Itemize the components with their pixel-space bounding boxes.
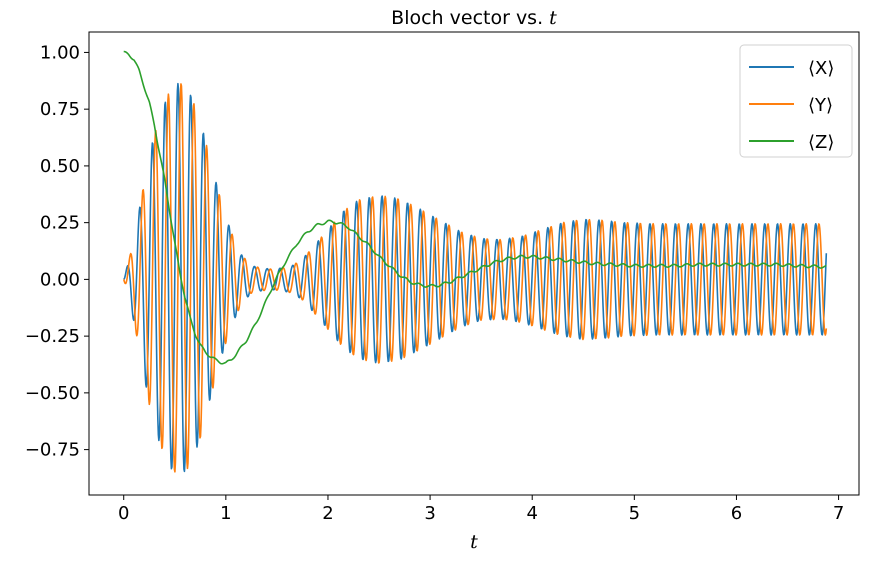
y-tick-label: −0.50 xyxy=(25,383,80,404)
y-tick-label: 0.50 xyxy=(40,156,80,177)
legend: ⟨X⟩ ⟨Y⟩ ⟨Z⟩ xyxy=(739,44,853,158)
x-tick-label: 0 xyxy=(118,503,129,524)
legend-label: ⟨Z⟩ xyxy=(808,132,834,153)
y-tick-label: −0.25 xyxy=(25,326,80,347)
chart-title: Bloch vector vs. t xyxy=(391,7,557,29)
chart-title-text: Bloch vector vs. xyxy=(391,7,549,29)
legend-label: ⟨X⟩ xyxy=(808,58,834,79)
series-layer xyxy=(122,50,828,473)
y-tick-label: 0.25 xyxy=(40,213,80,234)
chart-title-variable: t xyxy=(549,7,557,29)
x-axis-label: t xyxy=(470,531,478,553)
y-tick-label: −0.75 xyxy=(25,440,80,461)
x-tick-label: 5 xyxy=(629,503,640,524)
legend-box xyxy=(739,44,853,158)
y-tick-label: 1.00 xyxy=(40,42,80,63)
plot-frame xyxy=(88,31,860,496)
series-line-z xyxy=(123,50,827,365)
x-axis: 0 1 2 3 4 5 6 7 xyxy=(118,495,844,524)
legend-label: ⟨Y⟩ xyxy=(808,95,833,116)
x-tick-label: 7 xyxy=(833,503,844,524)
x-tick-label: 2 xyxy=(322,503,333,524)
y-tick-label: 0.00 xyxy=(40,269,80,290)
x-tick-label: 6 xyxy=(731,503,742,524)
y-tick-label: 0.75 xyxy=(40,99,80,120)
x-tick-label: 1 xyxy=(220,503,231,524)
x-tick-label: 3 xyxy=(424,503,435,524)
series-line-y xyxy=(122,83,828,473)
x-tick-label: 4 xyxy=(526,503,537,524)
y-axis: −0.75 −0.50 −0.25 0.00 0.25 0.50 0.75 1.00 xyxy=(25,42,89,461)
